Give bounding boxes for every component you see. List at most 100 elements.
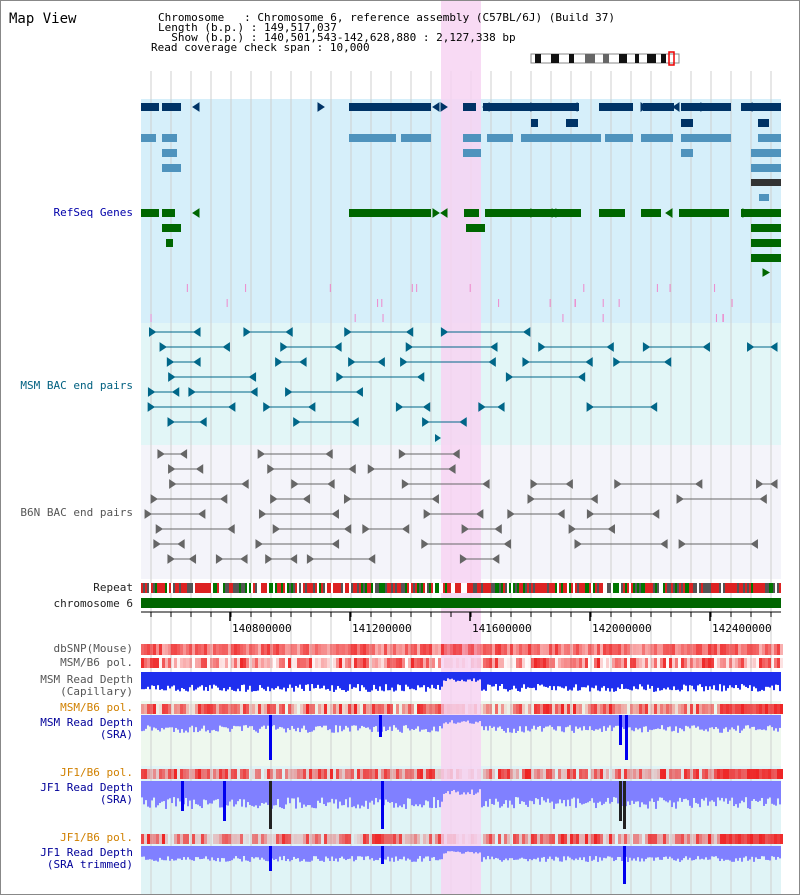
strand-arrow	[193, 327, 201, 337]
msm-depth-cap-bar	[329, 672, 331, 691]
msm-b6-pol2-cell	[159, 704, 162, 714]
msm-b6-pol2-cell	[210, 704, 213, 714]
jf1-depth-sra-bar	[303, 781, 305, 805]
jf1-depth-trim-bar	[227, 846, 229, 862]
msm-depth-cap-bar	[585, 672, 587, 688]
track-label-msm-bac[interactable]: MSM BAC end pairs	[20, 379, 133, 392]
jf1-b6-pol-cell	[258, 769, 261, 779]
jf1-b6-pol-cell	[186, 769, 189, 779]
msm-depth-cap-bar	[243, 672, 245, 685]
msm-depth-sra-bar	[417, 715, 419, 727]
jf1-b6-pol2-cell	[537, 834, 540, 844]
msm-depth-cap-bar	[525, 672, 527, 689]
msm-depth-sra-bar	[227, 715, 229, 729]
jf1-depth-sra-bar	[723, 781, 725, 802]
msm-depth-cap-bar	[573, 672, 575, 688]
msm-depth-cap-bar	[381, 672, 383, 691]
msm-depth-sra-bar	[723, 715, 725, 729]
jf1-depth-trim-bar	[481, 846, 483, 862]
jf1-depth-trim-bar	[275, 846, 277, 860]
jf1-b6-pol-cell	[351, 769, 354, 779]
jf1-b6-pol2-cell	[594, 834, 597, 844]
strand-arrow	[188, 554, 197, 564]
jf1-depth-sra-bar	[445, 781, 447, 794]
msm-depth-sra-bar	[189, 715, 191, 728]
jf1-depth-trim-bar	[549, 846, 551, 857]
strand-arrow	[155, 524, 164, 534]
msm-b6-pol-cell	[534, 658, 537, 668]
strand-arrow	[497, 402, 505, 412]
msm-depth-cap-bar	[513, 672, 515, 686]
msm-b6-pol2-cell	[657, 704, 660, 714]
jf1-depth-sra-bar	[507, 781, 509, 808]
msm-b6-pol2-cell	[339, 704, 342, 714]
jf1-b6-pol-cell	[408, 769, 411, 779]
jf1-depth-trim-bar	[263, 846, 265, 860]
repeat-element	[265, 583, 267, 593]
msm-depth-cap-bar	[403, 672, 405, 692]
repeat-element	[317, 583, 319, 593]
jf1-depth-sra-bar	[609, 781, 611, 804]
jf1-depth-sra-bar	[547, 781, 549, 799]
strand-arrow	[459, 417, 467, 427]
track-label-b6n-bac[interactable]: B6N BAC end pairs	[20, 506, 133, 519]
msm-depth-cap-bar	[357, 672, 359, 685]
msm-depth-cap-bar	[203, 672, 205, 691]
msm-depth-cap-bar	[285, 672, 287, 692]
strand-arrow	[759, 494, 767, 504]
msm-depth-cap-bar	[643, 672, 645, 690]
dbsnp-cell	[540, 644, 543, 655]
jf1-depth-trim-bar	[181, 846, 183, 860]
repeat-element	[695, 583, 697, 593]
jf1-depth-sra-bar	[637, 781, 639, 802]
dbsnp-cell	[273, 644, 276, 655]
msm-depth-cap-bar	[715, 672, 717, 691]
msm-depth-cap-bar	[521, 672, 523, 688]
msm-b6-pol2-cell	[555, 704, 558, 714]
jf1-b6-pol2-cell	[621, 834, 624, 844]
msm-depth-cap-bar	[267, 672, 269, 687]
jf1-depth-trim-bar	[641, 846, 643, 859]
msm-depth-sra-bar	[415, 715, 417, 729]
jf1-depth-sra-bar	[533, 781, 535, 805]
jf1-b6-pol2-cell	[471, 834, 474, 844]
msm-depth-cap-bar	[581, 672, 583, 688]
info-length: Length (b.p.) : 149,517,037	[158, 21, 337, 34]
msm-b6-pol-cell	[750, 658, 753, 668]
repeat-element	[679, 583, 681, 593]
track-label-refseq[interactable]: RefSeq Genes	[53, 206, 133, 219]
dbsnp-cell	[678, 644, 681, 655]
msm-depth-sra-bar	[665, 715, 667, 731]
repeat-element	[331, 583, 333, 593]
repeat-element	[437, 583, 439, 593]
msm-depth-sra-bar	[375, 715, 377, 727]
repeat-element	[767, 583, 769, 593]
jf1-depth-trim-bar	[627, 846, 629, 862]
strand-arrow	[255, 539, 263, 549]
msm-depth-cap-bar	[331, 672, 333, 686]
jf1-depth-sra-bar	[641, 781, 643, 803]
repeat-element	[335, 583, 337, 593]
msm-depth-sra-bar	[221, 715, 223, 727]
jf1-b6-pol-cell	[237, 769, 240, 779]
msm-b6-pol2-cell	[474, 704, 477, 714]
msm-b6-pol2-cell	[717, 704, 720, 714]
msm-b6-pol2-cell	[249, 704, 252, 714]
jf1-b6-pol-cell	[603, 769, 606, 779]
msm-depth-cap-bar	[693, 672, 695, 690]
repeat-element	[485, 583, 487, 593]
jf1-depth-sra-bar	[683, 781, 685, 800]
strand-arrow	[642, 342, 651, 352]
msm-depth-cap-bar	[143, 672, 145, 690]
msm-b6-pol2-cell	[585, 704, 588, 714]
msm-depth-sra-bar	[307, 715, 309, 733]
jf1-b6-pol-cell	[333, 769, 336, 779]
jf1-depth-sra-bar	[365, 781, 367, 801]
jf1-depth-sra-bar	[757, 781, 759, 802]
jf1-depth-sra-bar	[273, 781, 275, 806]
jf1-b6-pol2-cell	[432, 834, 435, 844]
msm-b6-pol2-cell	[537, 704, 540, 714]
jf1-depth-sra-bar	[191, 781, 193, 809]
